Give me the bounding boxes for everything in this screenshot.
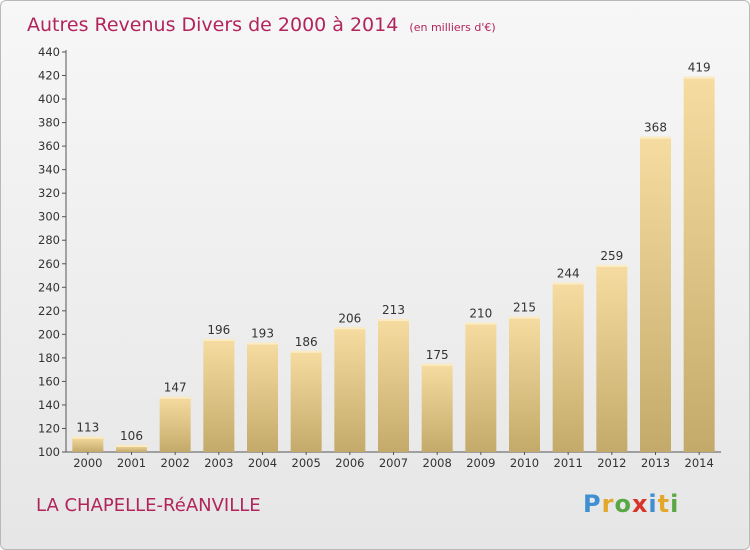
logo-letter: P [583,490,602,518]
y-tick-label: 440 [38,45,60,59]
y-tick-label: 140 [38,398,60,412]
bar [509,316,540,452]
y-tick-label: 160 [38,374,60,388]
logo-letter: x [631,490,649,518]
value-label: 210 [469,307,492,321]
value-label: 259 [600,249,623,263]
x-tick-label: 2003 [204,456,233,470]
bar-top-highlight [509,316,540,319]
bar-series [72,76,715,453]
x-tick-label: 2002 [161,456,190,470]
y-axis: 100 120 140 160 180 200 220 240 260 280 300 320 340 3… [38,45,67,459]
y-tick-label: 380 [38,116,60,130]
bar-top-highlight [334,327,366,330]
y-tick-label: 100 [38,445,60,459]
value-label: 113 [76,421,99,435]
x-tick-label: 2011 [554,456,583,470]
y-tick-label: 420 [38,69,60,83]
value-labels: 113 106 147 196 193 186 206 213 175 210 215 244 259 3… [76,61,710,443]
bar [159,396,191,452]
x-tick-label: 2004 [248,456,277,470]
value-label: 147 [164,381,187,395]
bar-top-highlight [378,319,409,322]
value-label: 244 [557,267,580,281]
y-tick-label: 280 [38,233,60,247]
x-tick-label: 2014 [685,456,714,470]
y-tick-label: 320 [38,186,60,200]
x-tick-label: 2012 [597,456,626,470]
bar [378,319,409,452]
bar-top-highlight [596,264,628,267]
x-tick-label: 2009 [466,456,495,470]
bar-top-highlight [465,322,497,325]
chart-title: Autres Revenus Divers de 2000 à 2014 (en… [27,14,496,36]
logo-letter: t [657,490,671,518]
x-tick-label: 2013 [641,456,670,470]
value-label: 206 [338,311,361,325]
x-tick-label: 2007 [379,456,408,470]
bar [334,327,366,452]
y-tick-label: 120 [38,421,60,435]
bar-top-highlight [290,350,322,353]
bar [596,264,628,452]
value-label: 196 [207,323,230,337]
bar-top-highlight [203,339,235,342]
logo-letter: o [614,490,632,518]
y-tick-label: 300 [38,210,60,224]
value-label: 193 [251,327,274,341]
y-tick-label: 220 [38,304,60,318]
commune-name: LA CHAPELLE-RéANVILLE [36,495,261,516]
value-label: 368 [644,121,667,135]
logo-letter: i [648,490,658,518]
bar [247,342,278,452]
value-label: 175 [426,348,449,362]
value-label: 213 [382,303,405,317]
y-tick-label: 180 [38,351,60,365]
chart-title-main: Autres Revenus Divers de 2000 à 2014 [27,14,398,36]
y-tick-label: 400 [38,92,60,106]
y-tick-label: 200 [38,327,60,341]
x-tick-label: 2000 [73,456,102,470]
bar [203,339,235,452]
bar-top-highlight [683,76,715,79]
bar [640,136,671,453]
logo-letter: i [670,490,680,518]
value-label: 106 [120,429,143,443]
y-tick-label: 260 [38,257,60,271]
y-tick-label: 340 [38,163,60,177]
value-label: 419 [688,61,711,75]
value-label: 186 [295,335,318,349]
x-tick-label: 2010 [510,456,539,470]
bar [683,76,715,453]
bar [72,436,104,452]
x-tick-label: 2006 [335,456,364,470]
value-label: 215 [513,301,536,315]
bar [290,350,322,452]
bar-top-highlight [421,363,453,366]
chart-title-unit: (en milliers d'€) [409,21,495,34]
x-axis: 2000 2001 2002 2003 2004 2005 2006 2007 2008 2009… [66,451,721,470]
x-tick-label: 2008 [423,456,452,470]
bar [116,444,147,452]
bar [421,363,453,452]
bar-top-highlight [247,342,278,345]
proxiti-logo: Proxiti [583,490,679,518]
logo-letter: r [601,490,615,518]
bar-top-highlight [72,436,104,439]
y-tick-label: 360 [38,139,60,153]
bar-top-highlight [552,282,584,285]
y-tick-label: 240 [38,280,60,294]
bar [465,322,497,452]
x-tick-label: 2005 [292,456,321,470]
bar [552,282,584,452]
x-tick-label: 2001 [117,456,146,470]
bar-top-highlight [640,136,671,139]
bar-top-highlight [159,396,191,399]
bar-top-highlight [116,444,147,447]
